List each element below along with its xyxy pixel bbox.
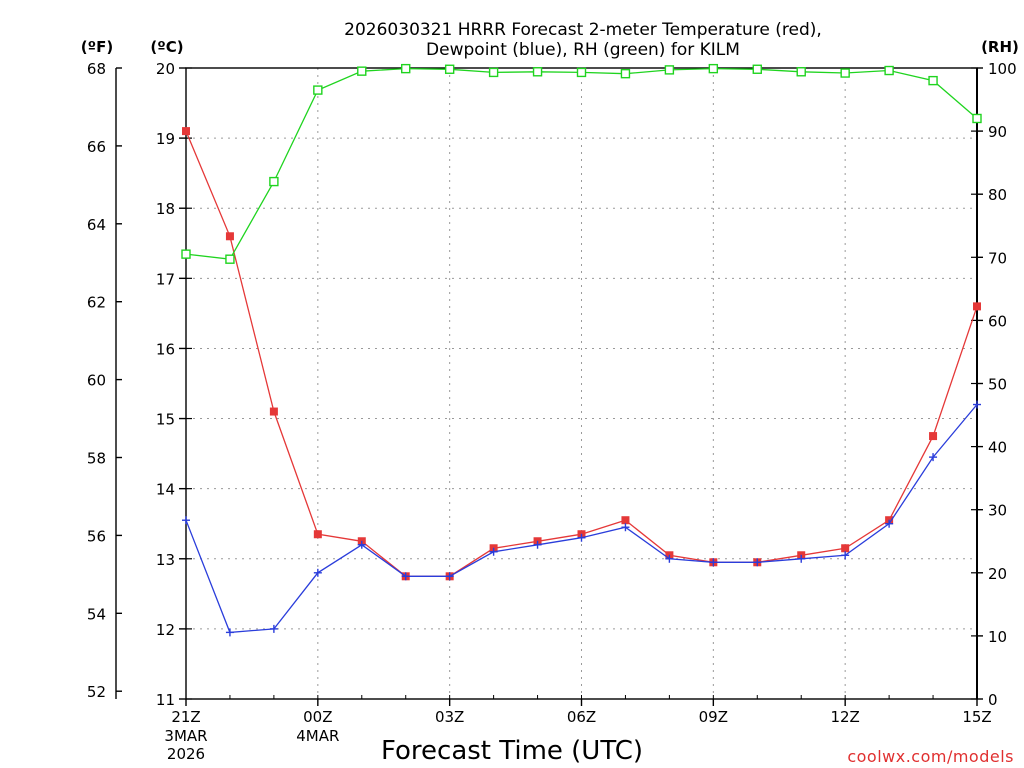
- rh-point: [488, 67, 499, 78]
- fahrenheit-tick-label: 54: [87, 605, 106, 623]
- rh-point: [796, 67, 806, 77]
- rh-tick-label: 40: [988, 439, 1007, 457]
- celsius-tick-label: 15: [156, 411, 175, 429]
- gridlines: [186, 68, 977, 699]
- axes: 1112131415161718192052545658606264666801…: [87, 60, 1017, 763]
- dewpoint-point: [929, 453, 938, 462]
- celsius-tick-label: 20: [156, 60, 175, 78]
- temperature-point: [973, 302, 981, 311]
- x-tick-sublabel: 4MAR: [296, 727, 339, 745]
- temperature-point: [841, 544, 850, 553]
- temperature-point: [269, 407, 278, 416]
- dewpoint-point: [577, 533, 586, 542]
- celsius-tick-label: 13: [156, 551, 175, 569]
- rh-point: [576, 67, 587, 78]
- fahrenheit-tick-label: 52: [87, 683, 106, 701]
- temperature-point: [182, 127, 190, 136]
- celsius-tick-label: 11: [156, 691, 175, 709]
- rh-tick-label: 20: [988, 565, 1007, 583]
- dewpoint-line: [185, 404, 978, 634]
- dewpoint-point: [797, 554, 806, 563]
- dewpoint-point: [182, 516, 190, 525]
- rh-point: [181, 249, 191, 259]
- fahrenheit-unit-label: (ºF): [81, 38, 113, 56]
- x-tick-label: 06Z: [567, 708, 596, 726]
- credit-text: coolwx.com/models: [847, 747, 1014, 766]
- x-tick-sublabel: 2026: [167, 745, 205, 763]
- fahrenheit-tick-label: 60: [87, 372, 106, 390]
- x-tick-label: 00Z: [303, 708, 332, 726]
- rh-point: [269, 176, 279, 187]
- dewpoint-point: [841, 551, 850, 560]
- rh-tick-label: 70: [988, 249, 1007, 267]
- fahrenheit-tick-label: 68: [87, 60, 106, 78]
- celsius-tick-label: 18: [156, 200, 175, 218]
- data-series: [181, 63, 982, 637]
- temperature-point: [225, 232, 234, 241]
- rh-point: [401, 63, 411, 74]
- x-axis-label: Forecast Time (UTC): [381, 736, 643, 766]
- dewpoint-point: [357, 540, 366, 549]
- rh-tick-label: 100: [988, 60, 1017, 78]
- rh-point: [532, 67, 543, 77]
- celsius-tick-label: 19: [156, 130, 175, 148]
- rh-point: [752, 64, 762, 74]
- rh-point: [884, 65, 894, 76]
- fahrenheit-tick-label: 58: [87, 450, 106, 468]
- dewpoint-point: [709, 558, 718, 567]
- temperature-point: [621, 516, 630, 525]
- x-tick-label: 03Z: [435, 708, 464, 726]
- rh-point: [313, 85, 323, 95]
- fahrenheit-tick-label: 64: [87, 216, 106, 234]
- fahrenheit-tick-label: 56: [87, 527, 106, 545]
- rh-point: [225, 254, 235, 264]
- celsius-tick-label: 16: [156, 340, 175, 358]
- rh-point: [972, 113, 982, 124]
- rh-point: [444, 64, 455, 74]
- rh-tick-label: 60: [988, 312, 1007, 330]
- rh-point: [664, 65, 675, 75]
- rh-tick-label: 80: [988, 186, 1007, 204]
- x-tick-label: 12Z: [830, 708, 859, 726]
- rh-point: [928, 75, 938, 86]
- dewpoint-point: [445, 572, 454, 581]
- dewpoint-point: [489, 547, 498, 556]
- rh-point: [708, 63, 719, 74]
- rh-tick-label: 0: [988, 691, 998, 709]
- celsius-tick-label: 14: [156, 481, 175, 499]
- chart-title-line-1: 2026030321 HRRR Forecast 2-meter Tempera…: [344, 20, 822, 40]
- celsius-tick-label: 12: [156, 621, 175, 639]
- chart-title-line-2: Dewpoint (blue), RH (green) for KILM: [426, 40, 740, 60]
- rh-tick-label: 90: [988, 123, 1007, 141]
- fahrenheit-tick-label: 66: [87, 138, 106, 156]
- dewpoint-point: [533, 540, 542, 549]
- rh-tick-label: 10: [988, 628, 1007, 646]
- rh-tick-label: 50: [988, 376, 1007, 394]
- dewpoint-point: [225, 628, 234, 637]
- rh-unit-label: (RH): [981, 38, 1019, 56]
- x-tick-sublabel: 3MAR: [164, 727, 207, 745]
- rh-tick-label: 30: [988, 502, 1007, 520]
- x-tick-label: 21Z: [171, 708, 200, 726]
- temperature-point: [313, 530, 322, 539]
- rh-point: [357, 66, 367, 76]
- dewpoint-point: [885, 519, 894, 528]
- dewpoint-point: [621, 523, 630, 532]
- x-tick-label: 09Z: [699, 708, 728, 726]
- rh-point: [620, 68, 631, 79]
- rh-point: [840, 68, 850, 78]
- dewpoint-point: [753, 558, 762, 567]
- dewpoint-point: [313, 568, 322, 577]
- dewpoint-point: [665, 554, 674, 563]
- temperature-point: [929, 432, 938, 441]
- fahrenheit-tick-label: 62: [87, 294, 106, 312]
- celsius-unit-label: (ºC): [150, 38, 183, 56]
- dewpoint-point: [401, 572, 410, 581]
- dewpoint-point: [973, 400, 981, 409]
- celsius-tick-label: 17: [156, 270, 175, 288]
- dewpoint-point: [269, 624, 278, 633]
- x-tick-label: 15Z: [962, 708, 991, 726]
